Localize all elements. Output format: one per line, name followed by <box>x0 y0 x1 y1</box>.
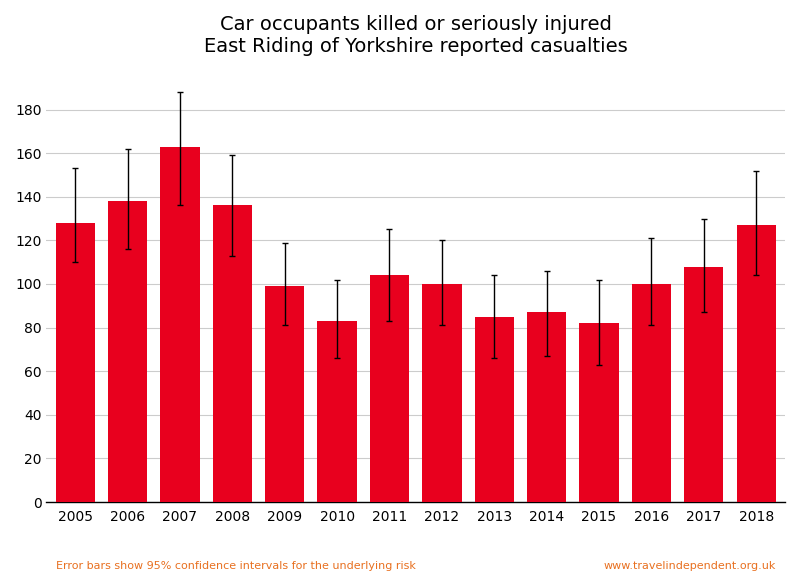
Bar <box>160 147 199 502</box>
Bar <box>684 267 723 502</box>
Text: www.travelindependent.org.uk: www.travelindependent.org.uk <box>604 561 776 571</box>
Bar <box>318 321 357 502</box>
Bar <box>474 317 514 502</box>
Title: Car occupants killed or seriously injured
East Riding of Yorkshire reported casu: Car occupants killed or seriously injure… <box>204 15 627 56</box>
Bar <box>265 286 304 502</box>
Bar <box>213 205 252 502</box>
Bar <box>55 223 95 502</box>
Text: Error bars show 95% confidence intervals for the underlying risk: Error bars show 95% confidence intervals… <box>56 561 416 571</box>
Bar <box>370 276 409 502</box>
Bar <box>737 225 776 502</box>
Bar <box>632 284 671 502</box>
Bar <box>527 312 566 502</box>
Bar <box>108 201 147 502</box>
Bar <box>579 323 618 502</box>
Bar <box>422 284 462 502</box>
